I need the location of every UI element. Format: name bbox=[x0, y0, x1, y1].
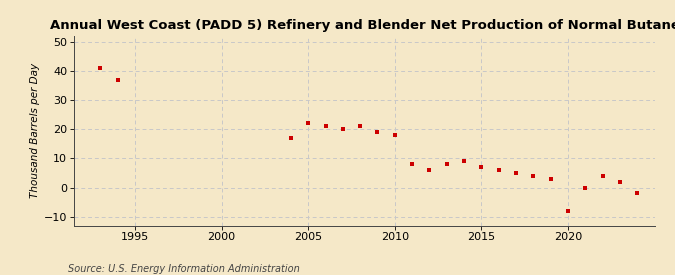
Point bbox=[615, 180, 626, 184]
Point bbox=[338, 127, 348, 131]
Point bbox=[355, 124, 366, 128]
Point bbox=[389, 133, 400, 137]
Point bbox=[424, 168, 435, 172]
Point bbox=[563, 209, 574, 213]
Point bbox=[545, 177, 556, 181]
Text: Source: U.S. Energy Information Administration: Source: U.S. Energy Information Administ… bbox=[68, 264, 299, 274]
Point bbox=[95, 66, 106, 70]
Point bbox=[320, 124, 331, 128]
Point bbox=[286, 136, 296, 140]
Point bbox=[597, 174, 608, 178]
Point bbox=[580, 185, 591, 190]
Y-axis label: Thousand Barrels per Day: Thousand Barrels per Day bbox=[30, 63, 40, 198]
Point bbox=[407, 162, 418, 166]
Point bbox=[441, 162, 452, 166]
Point bbox=[459, 159, 470, 163]
Point bbox=[303, 121, 314, 125]
Point bbox=[493, 168, 504, 172]
Point bbox=[632, 191, 643, 196]
Point bbox=[528, 174, 539, 178]
Point bbox=[372, 130, 383, 134]
Point bbox=[112, 77, 123, 82]
Point bbox=[511, 171, 522, 175]
Title: Annual West Coast (PADD 5) Refinery and Blender Net Production of Normal Butane: Annual West Coast (PADD 5) Refinery and … bbox=[49, 19, 675, 32]
Point bbox=[476, 165, 487, 169]
